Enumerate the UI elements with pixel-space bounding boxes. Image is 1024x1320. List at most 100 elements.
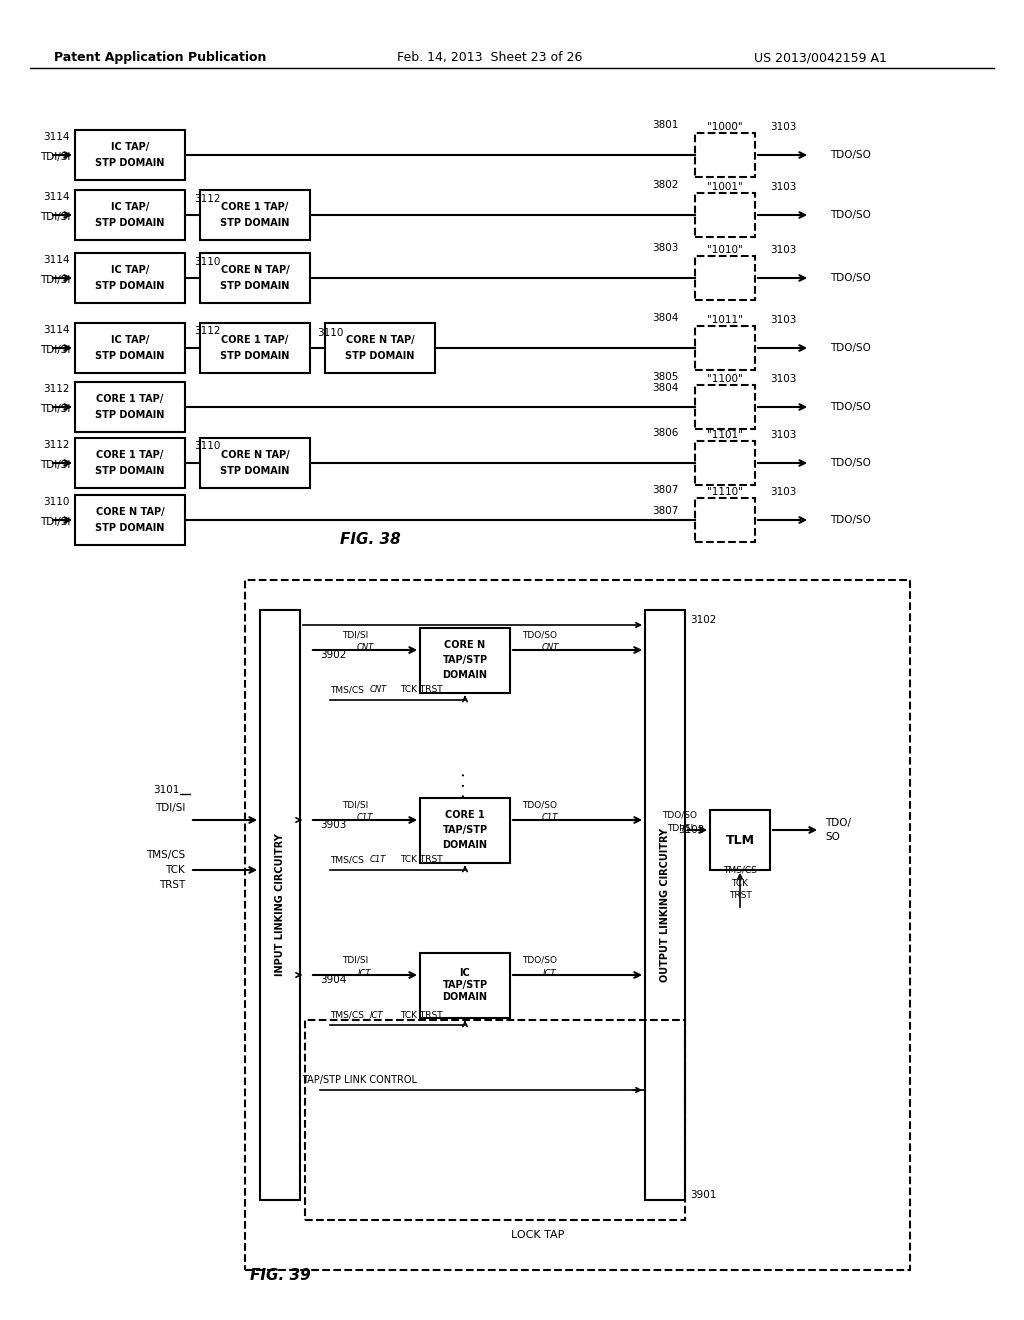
Text: IC TAP/: IC TAP/ (111, 335, 150, 345)
Text: STP DOMAIN: STP DOMAIN (95, 281, 165, 290)
Text: CORE N TAP/: CORE N TAP/ (221, 265, 290, 275)
Text: TDI/SI: TDI/SI (342, 800, 368, 809)
Text: CORE N: CORE N (444, 640, 485, 649)
Bar (75, 495, 185, 545)
Text: STP DOMAIN: STP DOMAIN (95, 218, 165, 228)
Bar (710, 810, 770, 870)
Text: STP DOMAIN: STP DOMAIN (95, 158, 165, 168)
Text: TDI/SI: TDI/SI (40, 213, 70, 222)
Text: 3103: 3103 (770, 315, 797, 325)
Bar (695, 326, 755, 370)
Text: STP DOMAIN: STP DOMAIN (220, 466, 290, 477)
Text: STP DOMAIN: STP DOMAIN (95, 351, 165, 360)
Text: FIG. 38: FIG. 38 (340, 532, 400, 548)
Text: TAP/STP: TAP/STP (442, 825, 487, 836)
Text: Feb. 14, 2013  Sheet 23 of 26: Feb. 14, 2013 Sheet 23 of 26 (397, 51, 583, 65)
Text: IC TAP/: IC TAP/ (111, 202, 150, 213)
Text: 3114: 3114 (43, 191, 70, 202)
Text: TDI/SI: TDI/SI (40, 275, 70, 285)
Bar (260, 610, 300, 1200)
Bar (645, 610, 685, 1200)
Text: "1010": "1010" (708, 246, 742, 255)
Text: CNT: CNT (356, 644, 374, 652)
Bar (200, 438, 310, 488)
Bar (305, 1020, 685, 1220)
Bar (695, 256, 755, 300)
Text: TCK TRST: TCK TRST (400, 855, 442, 865)
Text: STP DOMAIN: STP DOMAIN (220, 281, 290, 290)
Text: TRST: TRST (729, 891, 752, 900)
Text: IC: IC (460, 968, 470, 978)
Text: TDO/SO: TDO/SO (830, 515, 870, 525)
Text: C1T: C1T (356, 813, 373, 822)
Text: TLM: TLM (725, 833, 755, 846)
Text: CORE 1: CORE 1 (445, 810, 485, 820)
Text: 3903: 3903 (319, 820, 346, 830)
Text: "1100": "1100" (708, 374, 742, 384)
Text: 3904: 3904 (319, 975, 346, 985)
Text: 3102: 3102 (690, 615, 717, 624)
Text: Patent Application Publication: Patent Application Publication (54, 51, 266, 65)
Text: "1101": "1101" (707, 430, 743, 440)
Text: CORE 1 TAP/: CORE 1 TAP/ (96, 450, 164, 459)
Text: TCK: TCK (731, 879, 749, 887)
Text: LOCK TAP: LOCK TAP (511, 1230, 564, 1239)
Text: TMS/CS: TMS/CS (330, 685, 364, 694)
Text: · · ·: · · · (456, 772, 474, 799)
Text: 3103: 3103 (679, 825, 705, 836)
Text: TMS/CS: TMS/CS (330, 1011, 364, 1019)
Bar (695, 498, 755, 543)
Text: TCK TRST: TCK TRST (400, 1011, 442, 1019)
Text: FIG. 39: FIG. 39 (250, 1267, 310, 1283)
Text: ICT: ICT (370, 1011, 384, 1019)
Text: DOMAIN: DOMAIN (442, 840, 487, 850)
Text: CNT: CNT (370, 685, 387, 694)
Text: CORE N TAP/: CORE N TAP/ (95, 507, 164, 517)
Bar (325, 323, 435, 374)
Text: STP DOMAIN: STP DOMAIN (95, 411, 165, 420)
Text: STP DOMAIN: STP DOMAIN (345, 351, 415, 360)
Text: 3110: 3110 (316, 327, 343, 338)
Text: 3805: 3805 (652, 372, 678, 381)
Text: 3101: 3101 (154, 785, 180, 795)
Text: 3114: 3114 (43, 325, 70, 335)
Text: TDO/SO: TDO/SO (830, 150, 870, 160)
Text: TDI/SI: TDI/SI (40, 459, 70, 470)
Text: TDI/SI: TDI/SI (40, 517, 70, 527)
Text: 3802: 3802 (652, 180, 678, 190)
Text: TDO/SO: TDO/SO (830, 210, 870, 220)
Bar (200, 323, 310, 374)
Text: TMS/CS: TMS/CS (723, 866, 757, 874)
Text: US 2013/0042159 A1: US 2013/0042159 A1 (754, 51, 887, 65)
Text: TCK: TCK (165, 865, 185, 875)
Text: ICT: ICT (358, 969, 372, 978)
Bar (245, 579, 910, 1270)
Text: TDO/SO: TDO/SO (663, 810, 697, 820)
Bar (75, 253, 185, 304)
Text: 3103: 3103 (770, 121, 797, 132)
Text: "1110": "1110" (707, 487, 743, 498)
Text: 3901: 3901 (690, 1191, 717, 1200)
Text: 3806: 3806 (652, 428, 678, 438)
Text: 3103: 3103 (770, 182, 797, 191)
Text: CORE N TAP/: CORE N TAP/ (221, 450, 290, 459)
Text: TDO/SO: TDO/SO (830, 458, 870, 469)
Text: 3112: 3112 (43, 384, 70, 393)
Text: 3103: 3103 (770, 374, 797, 384)
Text: 3804: 3804 (652, 383, 678, 393)
Text: ICT: ICT (544, 969, 557, 978)
Text: TDO/SO: TDO/SO (830, 403, 870, 412)
Text: TDO/SO: TDO/SO (830, 273, 870, 282)
Text: TMS/CS: TMS/CS (145, 850, 185, 861)
Bar (420, 797, 510, 862)
Text: 3902: 3902 (319, 649, 346, 660)
Text: TDO/SO: TDO/SO (522, 956, 557, 965)
Bar (695, 133, 755, 177)
Text: TDI/SI: TDI/SI (667, 824, 693, 833)
Bar (695, 193, 755, 238)
Text: TAP/STP LINK CONTROL: TAP/STP LINK CONTROL (302, 1074, 418, 1085)
Text: 3807: 3807 (652, 506, 678, 516)
Text: TDO/SO: TDO/SO (522, 800, 557, 809)
Text: TDO/: TDO/ (825, 818, 851, 828)
Text: 3103: 3103 (770, 487, 797, 498)
